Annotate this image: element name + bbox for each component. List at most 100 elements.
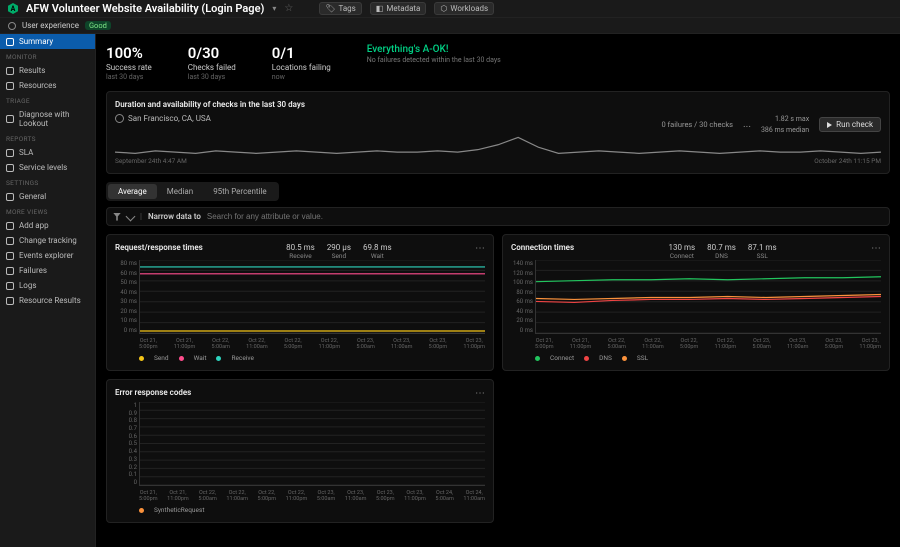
- location-label: San Francisco, CA, USA: [128, 114, 211, 123]
- sidebar-item[interactable]: Resources: [0, 78, 95, 93]
- sparkline-start: September 24th 4:47 AM: [115, 157, 187, 165]
- failures-count: 0 failures / 30 checks: [661, 120, 733, 129]
- sidebar-item[interactable]: Summary: [0, 34, 95, 49]
- ct-menu-icon[interactable]: ⋯: [871, 243, 881, 254]
- sidebar-item-icon: [6, 222, 14, 230]
- sidebar-item-icon: [6, 38, 14, 46]
- sidebar-item[interactable]: Resource Results: [0, 293, 95, 308]
- sidebar-item-label: Logs: [19, 281, 37, 290]
- sidebar: Summary MONITOR Results Resources TRIAGE Diag…: [0, 34, 96, 547]
- duration-title: Duration and availability of checks in t…: [115, 100, 881, 109]
- stat-failed: 0/30 Checks failed last 30 days: [188, 44, 236, 81]
- sparkline-end: October 24th 11:15 PM: [814, 157, 881, 165]
- sidebar-item-icon: [6, 149, 14, 157]
- sidebar-item-icon: [6, 82, 14, 90]
- favorite-star-icon[interactable]: ☆: [284, 3, 293, 14]
- err-title: Error response codes: [115, 388, 191, 397]
- sidebar-item-icon: [6, 193, 14, 201]
- sidebar-item-icon: [6, 67, 14, 75]
- globe-icon: [115, 114, 124, 123]
- sidebar-item-label: Resources: [19, 81, 56, 90]
- ct-legend: ConnectDNSSSL: [535, 354, 881, 362]
- duration-max: 1.82 s max: [761, 114, 809, 125]
- workloads-icon: ⬡: [440, 4, 447, 13]
- location-row: San Francisco, CA, USA: [115, 114, 211, 123]
- chevron-down-icon[interactable]: [126, 212, 136, 222]
- sidebar-item-label: Events explorer: [19, 251, 73, 260]
- sidebar-item-icon: [6, 282, 14, 290]
- ct-panel: Connection times 130 msConnect80.7 msDNS…: [502, 234, 890, 371]
- sidebar-item-label: Results: [19, 66, 45, 75]
- sidebar-item[interactable]: Failures: [0, 263, 95, 278]
- sidebar-item-label: Failures: [19, 266, 47, 275]
- err-menu-icon[interactable]: ⋯: [475, 388, 485, 399]
- metadata-button[interactable]: ◧Metadata: [370, 2, 427, 15]
- sidebar-item-icon: [6, 267, 14, 275]
- sidebar-item[interactable]: Change tracking: [0, 233, 95, 248]
- sidebar-item[interactable]: Add app: [0, 218, 95, 233]
- err-chart: 10.90.80.70.60.50.40.30.20.10 Oct 21,5:0…: [115, 402, 485, 502]
- tags-button[interactable]: 🏷Tags: [319, 2, 361, 15]
- tab-p95[interactable]: 95th Percentile: [203, 184, 276, 199]
- tag-icon: 🏷: [325, 4, 335, 13]
- duration-median: 386 ms median: [761, 125, 809, 136]
- sidebar-item[interactable]: Logs: [0, 278, 95, 293]
- top-bar: A AFW Volunteer Website Availability (Lo…: [0, 0, 900, 18]
- sidebar-item[interactable]: Service levels: [0, 160, 95, 175]
- rrt-metrics: 80.5 msReceive290 µsSend69.8 msWait: [286, 243, 392, 260]
- ux-label: User experience: [22, 21, 79, 30]
- stats-row: 100% Success rate last 30 days 0/30 Chec…: [106, 44, 890, 81]
- sidebar-item[interactable]: Diagnose with Lookout: [0, 107, 95, 131]
- user-icon: [8, 22, 16, 30]
- duration-panel: Duration and availability of checks in t…: [106, 91, 890, 174]
- sidebar-item-label: Diagnose with Lookout: [19, 110, 89, 128]
- funnel-icon[interactable]: [113, 213, 121, 221]
- sidebar-item[interactable]: SLA: [0, 145, 95, 160]
- sidebar-item-icon: [6, 237, 14, 245]
- sidebar-item-icon: [6, 297, 14, 305]
- sidebar-heading: MONITOR: [0, 49, 95, 63]
- stat-aok: Everything's A-OK! No failures detected …: [367, 44, 501, 81]
- rrt-panel: Request/response times 80.5 msReceive290…: [106, 234, 494, 371]
- sidebar-heading: MORE VIEWS: [0, 204, 95, 218]
- run-check-button[interactable]: Run check: [819, 117, 881, 132]
- title-dropdown-icon[interactable]: ▾: [272, 4, 276, 13]
- err-panel: Error response codes ⋯ 10.90.80.70.60.50…: [106, 379, 494, 523]
- ct-title: Connection times: [511, 243, 574, 252]
- tab-average[interactable]: Average: [108, 184, 157, 199]
- filter-input[interactable]: [207, 212, 883, 221]
- sidebar-heading: SETTINGS: [0, 175, 95, 189]
- app-logo: A: [8, 3, 18, 14]
- tab-median[interactable]: Median: [157, 184, 203, 199]
- rrt-title: Request/response times: [115, 243, 203, 252]
- sidebar-item-icon: [6, 252, 14, 260]
- play-icon: [827, 122, 832, 128]
- metadata-icon: ◧: [376, 4, 384, 13]
- workloads-button[interactable]: ⬡Workloads: [434, 2, 494, 15]
- sidebar-item[interactable]: Events explorer: [0, 248, 95, 263]
- sidebar-item[interactable]: General: [0, 189, 95, 204]
- sidebar-item-icon: [6, 164, 14, 172]
- ct-chart: 140 ms120 ms100 ms80 ms60 ms40 ms20 ms0 …: [511, 260, 881, 350]
- failures-menu-icon[interactable]: ...: [743, 119, 751, 130]
- rrt-chart: 80 ms60 ms50 ms40 ms30 ms20 ms10 ms0 ms …: [115, 260, 485, 350]
- sidebar-heading: TRIAGE: [0, 93, 95, 107]
- sidebar-item-label: Resource Results: [19, 296, 81, 305]
- sidebar-item[interactable]: Results: [0, 63, 95, 78]
- stat-success: 100% Success rate last 30 days: [106, 44, 152, 81]
- filter-bar: | Narrow data to: [106, 207, 890, 226]
- percentile-tabs: Average Median 95th Percentile: [106, 182, 279, 201]
- sub-bar: User experience Good: [0, 18, 900, 34]
- sidebar-item-icon: [6, 115, 14, 123]
- rrt-menu-icon[interactable]: ⋯: [475, 243, 485, 254]
- sidebar-item-label: Summary: [19, 37, 53, 46]
- stat-locations: 0/1 Locations failing now: [272, 44, 331, 81]
- ux-status-badge: Good: [85, 21, 111, 30]
- page-title: AFW Volunteer Website Availability (Logi…: [26, 2, 264, 15]
- rrt-legend: SendWaitReceive: [139, 354, 485, 362]
- sidebar-item-label: General: [19, 192, 46, 201]
- ct-metrics: 130 msConnect80.7 msDNS87.1 msSSL: [668, 243, 776, 260]
- err-legend: SyntheticRequest: [139, 506, 485, 514]
- sidebar-item-label: Service levels: [19, 163, 67, 172]
- duration-sparkline: [115, 135, 881, 157]
